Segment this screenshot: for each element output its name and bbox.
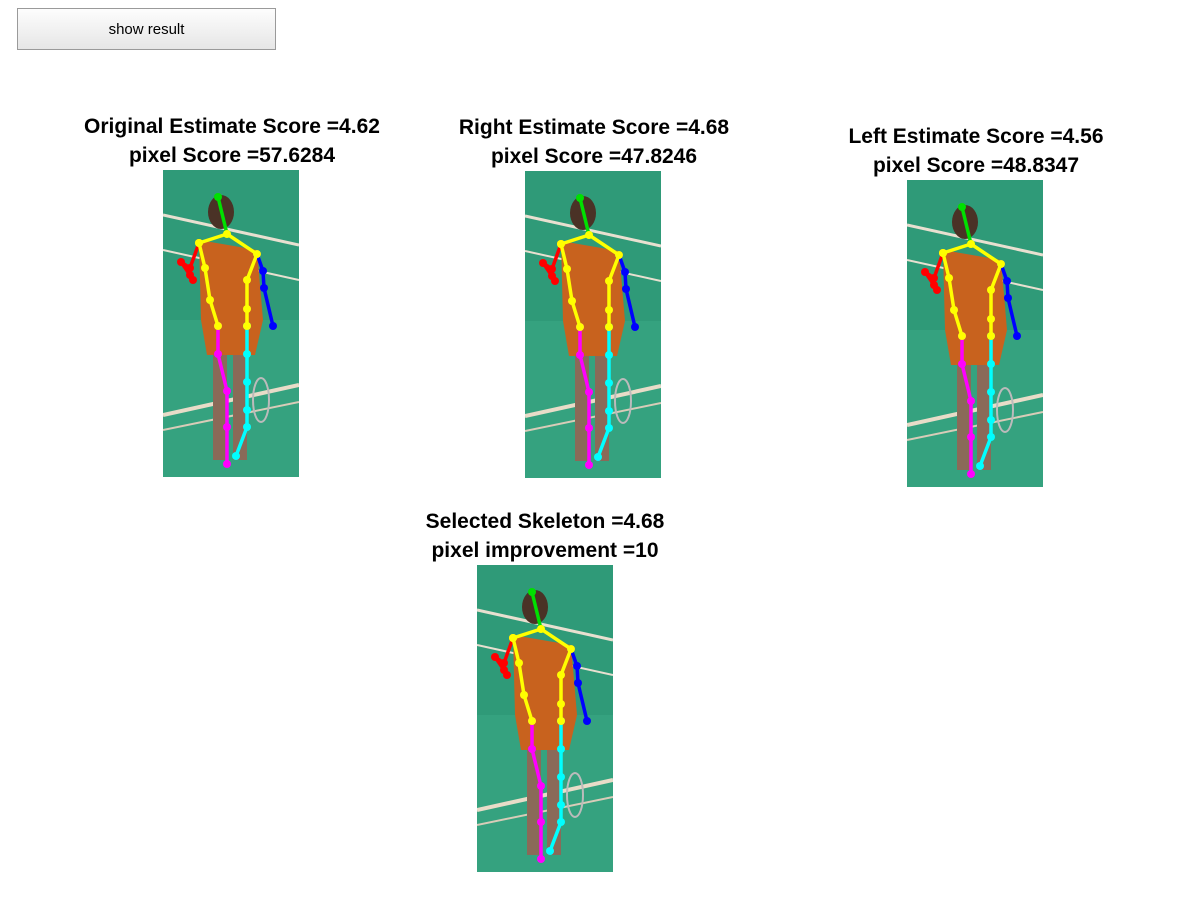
torso-limb: [195, 230, 261, 330]
pose-skeleton: [539, 194, 639, 469]
panel-subtitle: pixel Score =57.6284: [128, 144, 336, 167]
torso-limb: [939, 240, 1005, 340]
photo-background: [163, 170, 299, 477]
panel-title: Original Estimate Score =4.62: [84, 115, 380, 138]
photo-background: [907, 180, 1043, 487]
right-estimate-image: [525, 171, 661, 478]
torso-limb: [509, 625, 575, 725]
original-estimate-image: [163, 170, 299, 477]
original-estimate-panel: Original Estimate Score =4.62 pixel Scor…: [32, 112, 432, 170]
panel-subtitle: pixel Score =48.8347: [872, 154, 1080, 177]
right-estimate-panel: Right Estimate Score =4.68 pixel Score =…: [394, 113, 794, 171]
panel-subtitle: pixel improvement =10: [431, 539, 659, 562]
left-estimate-panel: Left Estimate Score =4.56 pixel Score =4…: [776, 122, 1176, 180]
torso-right-limb: [195, 239, 222, 330]
pose-skeleton: [921, 203, 1021, 478]
photo-background: [477, 565, 613, 872]
panel-title: Left Estimate Score =4.56: [848, 125, 1104, 148]
torso-limb: [557, 231, 623, 331]
pose-skeleton: [177, 193, 277, 468]
show-result-button[interactable]: show result: [17, 8, 276, 50]
selected-skeleton-panel: Selected Skeleton =4.68 pixel improvemen…: [345, 507, 745, 565]
right-leg-limb: [528, 717, 545, 863]
left-estimate-image: [907, 180, 1043, 487]
pose-skeleton: [491, 588, 591, 863]
panel-title: Selected Skeleton =4.68: [425, 510, 665, 533]
selected-skeleton-image: [477, 565, 613, 872]
photo-background: [525, 171, 661, 478]
panel-title: Right Estimate Score =4.68: [458, 116, 730, 139]
panel-subtitle: pixel Score =47.8246: [490, 145, 698, 168]
